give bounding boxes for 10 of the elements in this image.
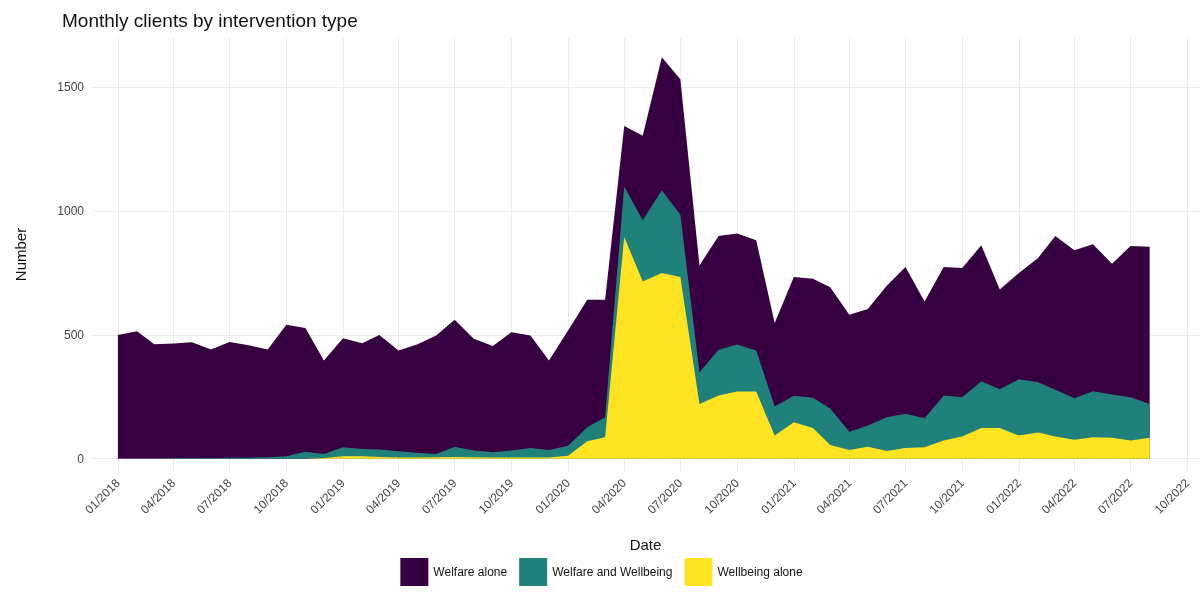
y-tick-label: 500 [63,327,85,342]
legend-label: Welfare alone [433,565,508,579]
y-tick-label: 1500 [57,80,85,95]
legend-label: Welfare and Wellbeing [552,565,673,579]
chart-title: Monthly clients by intervention type [62,10,358,31]
legend-label: Wellbeing alone [717,565,803,579]
y-tick-label: 1000 [57,204,85,219]
x-axis-title: Date [629,536,662,553]
y-axis-title: Number [12,227,29,282]
y-tick-label: 0 [77,451,85,466]
